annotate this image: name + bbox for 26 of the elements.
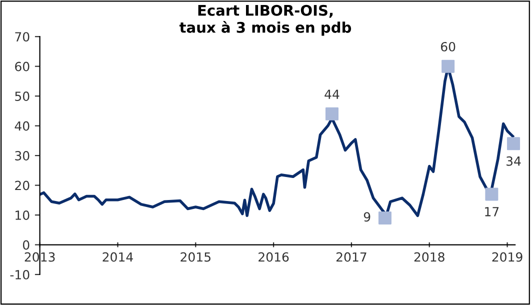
y-tick-label: -10: [10, 270, 30, 280]
x-tick-label: 2018: [414, 252, 444, 262]
data-label: 17: [485, 207, 499, 216]
point: [442, 60, 455, 73]
x-tick-label: 2016: [258, 252, 289, 262]
chart-title: Ecart LIBOR-OIS, taux à 3 mois en pdb: [179, 4, 352, 36]
data-label: 60: [440, 42, 456, 52]
data-label: 44: [324, 90, 340, 99]
point: [325, 107, 338, 120]
y-tick-label: 0: [22, 240, 30, 250]
y-tick-label: 60: [15, 62, 30, 72]
y-tick-label: 70: [15, 32, 30, 42]
point: [378, 211, 392, 225]
x-tick-label: 2017: [336, 252, 366, 262]
point: [485, 188, 498, 201]
point: [507, 137, 520, 150]
x-tick-label: 2015: [180, 252, 210, 262]
x-tick-label: 2019: [492, 252, 522, 262]
y-tick-label: 40: [14, 121, 30, 131]
x-tick-label: 2014: [102, 252, 133, 262]
data-label: 9: [364, 212, 370, 222]
y-tick-label: 20: [15, 180, 30, 190]
y-tick-label: 30: [15, 151, 30, 160]
y-tick-label: 50: [15, 92, 30, 101]
y-tick-label: 10: [16, 210, 30, 220]
data-label: 34: [506, 156, 521, 166]
